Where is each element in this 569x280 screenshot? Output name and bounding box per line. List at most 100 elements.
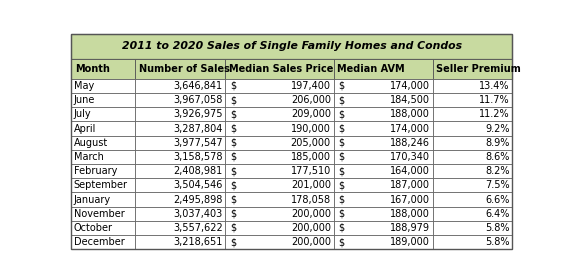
Text: $: $: [338, 195, 344, 204]
Text: 2011 to 2020 Sales of Single Family Homes and Condos: 2011 to 2020 Sales of Single Family Home…: [122, 41, 461, 51]
Text: May: May: [74, 81, 94, 91]
Text: 205,000: 205,000: [291, 138, 331, 148]
Bar: [71, 59, 135, 79]
Text: 3,646,841: 3,646,841: [174, 81, 223, 91]
Bar: [333, 93, 433, 107]
Text: February: February: [74, 166, 117, 176]
Bar: [135, 122, 225, 136]
Bar: [71, 122, 135, 136]
Text: $: $: [230, 123, 236, 134]
Bar: [135, 178, 225, 192]
Text: 177,510: 177,510: [291, 166, 331, 176]
Text: $: $: [230, 109, 236, 119]
Text: $: $: [338, 152, 344, 162]
Bar: [135, 235, 225, 249]
Text: 187,000: 187,000: [390, 180, 430, 190]
Text: 11.7%: 11.7%: [479, 95, 509, 105]
Text: $: $: [230, 166, 236, 176]
Bar: [432, 221, 512, 235]
Bar: [432, 150, 512, 164]
Text: 206,000: 206,000: [291, 95, 331, 105]
Text: Median Sales Price: Median Sales Price: [229, 64, 333, 74]
Bar: [71, 79, 135, 93]
Text: 8.2%: 8.2%: [485, 166, 509, 176]
Text: $: $: [338, 223, 344, 233]
Bar: [432, 207, 512, 221]
Bar: [333, 136, 433, 150]
Text: 174,000: 174,000: [390, 81, 430, 91]
Bar: [225, 221, 333, 235]
Bar: [71, 221, 135, 235]
Bar: [432, 122, 512, 136]
Text: $: $: [230, 152, 236, 162]
Bar: [432, 93, 512, 107]
Bar: [225, 59, 333, 79]
Text: April: April: [74, 123, 96, 134]
Text: 6.4%: 6.4%: [485, 209, 509, 219]
Bar: [333, 178, 433, 192]
Text: 185,000: 185,000: [291, 152, 331, 162]
Bar: [225, 192, 333, 207]
Bar: [71, 164, 135, 178]
Bar: [432, 79, 512, 93]
Text: 3,158,578: 3,158,578: [174, 152, 223, 162]
Text: October: October: [74, 223, 113, 233]
Text: $: $: [230, 237, 236, 247]
Text: $: $: [230, 195, 236, 204]
Text: 188,979: 188,979: [390, 223, 430, 233]
Bar: [71, 150, 135, 164]
Text: Number of Sales: Number of Sales: [139, 64, 229, 74]
Text: 3,504,546: 3,504,546: [174, 180, 223, 190]
Bar: [225, 93, 333, 107]
Text: $: $: [338, 166, 344, 176]
Text: $: $: [338, 109, 344, 119]
Text: July: July: [74, 109, 92, 119]
Text: 5.8%: 5.8%: [485, 223, 509, 233]
Text: $: $: [230, 209, 236, 219]
Text: 167,000: 167,000: [390, 195, 430, 204]
Bar: [135, 164, 225, 178]
Text: Median AVM: Median AVM: [337, 64, 405, 74]
Text: 3,557,622: 3,557,622: [173, 223, 223, 233]
Text: $: $: [338, 180, 344, 190]
Bar: [432, 192, 512, 207]
Text: 3,926,975: 3,926,975: [174, 109, 223, 119]
Text: 200,000: 200,000: [291, 223, 331, 233]
Bar: [333, 207, 433, 221]
Bar: [432, 178, 512, 192]
Bar: [71, 192, 135, 207]
Bar: [333, 221, 433, 235]
Bar: [333, 235, 433, 249]
Bar: [432, 164, 512, 178]
Bar: [135, 59, 225, 79]
Text: January: January: [74, 195, 111, 204]
Text: September: September: [74, 180, 128, 190]
Text: 189,000: 189,000: [390, 237, 430, 247]
Text: $: $: [230, 180, 236, 190]
Text: $: $: [230, 138, 236, 148]
Bar: [225, 79, 333, 93]
Text: 3,287,804: 3,287,804: [174, 123, 223, 134]
Bar: [135, 79, 225, 93]
Bar: [333, 150, 433, 164]
Text: 8.9%: 8.9%: [485, 138, 509, 148]
Text: 188,246: 188,246: [390, 138, 430, 148]
Text: 174,000: 174,000: [390, 123, 430, 134]
Text: 190,000: 190,000: [291, 123, 331, 134]
Bar: [225, 178, 333, 192]
Bar: [135, 136, 225, 150]
Bar: [333, 122, 433, 136]
Bar: [432, 107, 512, 122]
Bar: [225, 150, 333, 164]
Text: $: $: [338, 138, 344, 148]
Bar: [225, 207, 333, 221]
Bar: [225, 122, 333, 136]
Text: $: $: [230, 81, 236, 91]
Bar: [432, 136, 512, 150]
Bar: [225, 107, 333, 122]
Text: June: June: [74, 95, 95, 105]
Text: 3,037,403: 3,037,403: [174, 209, 223, 219]
Text: 7.5%: 7.5%: [485, 180, 509, 190]
Text: 197,400: 197,400: [291, 81, 331, 91]
Bar: [135, 192, 225, 207]
